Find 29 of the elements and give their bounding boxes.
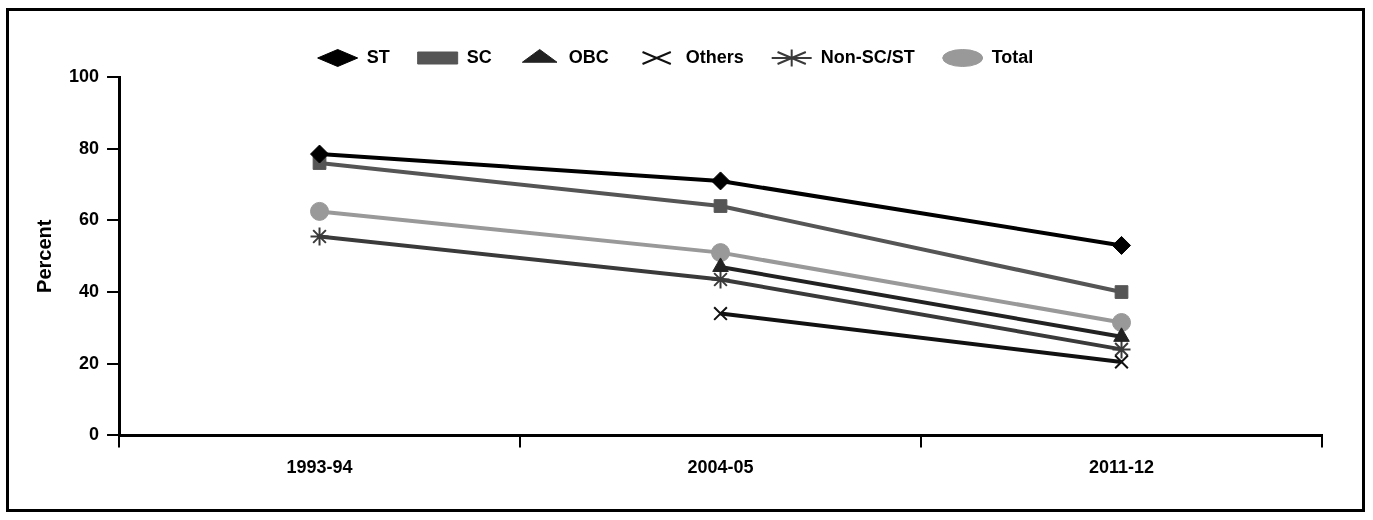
x-tick-label: 2004-05 bbox=[687, 457, 754, 478]
y-tick-label: 20 bbox=[79, 352, 100, 373]
x-tick-label: 2011-12 bbox=[1088, 457, 1155, 478]
point bbox=[710, 269, 731, 290]
legend-label: Total bbox=[991, 46, 1034, 67]
point bbox=[1112, 313, 1132, 332]
point bbox=[711, 243, 731, 263]
point bbox=[711, 171, 731, 191]
legend-label: OBC bbox=[568, 46, 609, 67]
y-tick-label: 100 bbox=[68, 65, 100, 86]
point bbox=[713, 199, 728, 213]
point bbox=[1111, 339, 1132, 360]
point bbox=[1114, 354, 1129, 370]
point bbox=[310, 144, 330, 164]
y-tick-label: 0 bbox=[89, 424, 100, 445]
legend-label: ST bbox=[366, 46, 390, 67]
y-axis-title: Percent bbox=[32, 219, 55, 293]
y-tick-label: 40 bbox=[79, 281, 100, 302]
y-tick-label: 60 bbox=[79, 209, 100, 230]
legend-label: SC bbox=[466, 46, 492, 67]
point bbox=[713, 306, 728, 321]
y-tick-label: 80 bbox=[79, 137, 100, 158]
legend-label: Others bbox=[685, 46, 744, 67]
point bbox=[1112, 235, 1132, 255]
x-tick-label: 1993-94 bbox=[286, 457, 353, 478]
point bbox=[310, 201, 330, 221]
legend-label: Non-SC/ST bbox=[820, 46, 915, 67]
point bbox=[1114, 285, 1129, 299]
point bbox=[309, 226, 330, 247]
